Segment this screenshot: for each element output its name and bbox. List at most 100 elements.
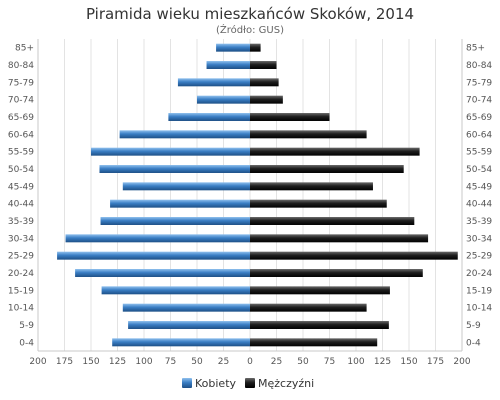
bar-kobiety <box>99 165 250 173</box>
series-kobiety <box>57 43 251 347</box>
bar-mezczyzni <box>250 286 390 295</box>
category-label: 10-14 <box>8 304 34 314</box>
category-label: 15-19 <box>466 286 492 296</box>
bar-mezczyzni <box>250 199 387 208</box>
x-tick-label: 0 <box>247 357 253 367</box>
x-tick-label: 25 <box>218 357 229 367</box>
category-label: 35-39 <box>466 217 492 227</box>
x-tick-label: 175 <box>427 357 444 367</box>
bar-kobiety <box>122 182 250 191</box>
category-labels-right: 85+ 80-84 75-79 70-74 65-69 60-64 55-59 50-54 45… <box>466 44 492 349</box>
x-tick-label: 175 <box>56 357 73 367</box>
bar-kobiety <box>110 199 250 208</box>
category-label: 65-69 <box>8 113 34 123</box>
legend-label-kobiety: Kobiety <box>195 377 237 390</box>
bar-mezczyzni <box>250 234 429 243</box>
bar-mezczyzni <box>250 113 330 121</box>
bar-kobiety <box>206 61 250 69</box>
x-tick-label: 50 <box>297 357 309 367</box>
category-label: 70-74 <box>8 96 34 106</box>
bar-mezczyzni <box>250 95 283 104</box>
bar-kobiety <box>128 321 250 329</box>
category-label: 75-79 <box>466 78 492 88</box>
bar-mezczyzni <box>250 217 415 225</box>
chart-subtitle: (Źródło: GUS) <box>216 23 284 36</box>
category-label: 30-34 <box>8 234 34 244</box>
category-label: 80-84 <box>8 61 34 71</box>
bar-kobiety <box>119 130 251 139</box>
bar-kobiety <box>177 78 250 87</box>
category-label: 0-4 <box>466 338 481 348</box>
bar-kobiety <box>112 338 250 347</box>
category-label: 25-29 <box>8 252 34 262</box>
legend-swatch-kobiety <box>182 378 192 388</box>
category-label: 60-64 <box>466 130 492 140</box>
category-label: 85+ <box>466 44 485 54</box>
category-label: 45-49 <box>466 182 492 192</box>
category-label: 5-9 <box>19 321 34 331</box>
bar-kobiety <box>57 251 250 260</box>
bar-kobiety <box>168 113 250 121</box>
category-label: 10-14 <box>466 304 492 314</box>
bar-kobiety <box>100 217 250 225</box>
x-axis-ticks: 200 175 150 125 100 75 50 25 0 25 50 75 100 125 150 175… <box>29 357 470 367</box>
x-tick-label: 150 <box>400 357 417 367</box>
bar-kobiety <box>122 303 250 312</box>
category-label: 20-24 <box>8 269 34 279</box>
bar-mezczyzni <box>250 78 279 87</box>
category-label: 35-39 <box>8 217 34 227</box>
category-label: 45-49 <box>8 182 34 192</box>
category-label: 75-79 <box>8 78 34 88</box>
bar-kobiety <box>65 234 250 243</box>
legend[interactable]: Kobiety Mężczyźni <box>182 377 314 390</box>
category-label: 30-34 <box>466 234 492 244</box>
x-tick-label: 150 <box>82 357 99 367</box>
grid-lines <box>37 39 463 352</box>
category-label: 50-54 <box>466 165 492 175</box>
bar-kobiety <box>197 95 250 104</box>
bar-kobiety <box>75 269 250 277</box>
bar-kobiety <box>216 43 250 52</box>
x-tick-label: 125 <box>109 357 126 367</box>
x-tick-label: 200 <box>29 357 46 367</box>
category-labels-left: 85+ 80-84 75-79 70-74 65-69 60-64 55-59 50-54 45… <box>8 44 34 349</box>
bar-kobiety <box>91 147 250 156</box>
category-label: 50-54 <box>8 165 34 175</box>
legend-swatch-mezczyzni <box>245 378 255 388</box>
bar-kobiety <box>101 286 250 295</box>
category-label: 0-4 <box>19 338 34 348</box>
bar-mezczyzni <box>250 147 420 156</box>
bar-mezczyzni <box>250 269 423 277</box>
legend-item-mezczyzni[interactable]: Mężczyźni <box>245 377 314 390</box>
x-tick-label: 200 <box>453 357 470 367</box>
category-label: 85+ <box>15 44 34 54</box>
category-label: 5-9 <box>466 321 481 331</box>
category-label: 70-74 <box>466 96 492 106</box>
category-label: 40-44 <box>8 200 34 210</box>
bar-mezczyzni <box>250 43 261 52</box>
x-tick-label: 50 <box>191 357 203 367</box>
bar-mezczyzni <box>250 61 277 69</box>
chart-title: Piramida wieku mieszkańców Skoków, 2014 <box>86 5 414 23</box>
category-label: 80-84 <box>466 61 492 71</box>
category-label: 15-19 <box>8 286 34 296</box>
category-label: 55-59 <box>466 148 492 158</box>
legend-item-kobiety[interactable]: Kobiety <box>182 377 237 390</box>
bar-mezczyzni <box>250 321 389 329</box>
bar-mezczyzni <box>250 338 378 347</box>
bar-mezczyzni <box>250 165 404 173</box>
category-label: 65-69 <box>466 113 492 123</box>
x-tick-label: 25 <box>271 357 282 367</box>
bar-mezczyzni <box>250 182 373 191</box>
x-tick-label: 100 <box>347 357 364 367</box>
series-mezczyzni <box>250 43 458 347</box>
category-label: 60-64 <box>8 130 34 140</box>
bar-mezczyzni <box>250 251 458 260</box>
x-tick-label: 100 <box>135 357 152 367</box>
bar-mezczyzni <box>250 303 367 312</box>
x-tick-label: 75 <box>324 357 335 367</box>
x-tick-label: 125 <box>374 357 391 367</box>
category-label: 20-24 <box>466 269 492 279</box>
